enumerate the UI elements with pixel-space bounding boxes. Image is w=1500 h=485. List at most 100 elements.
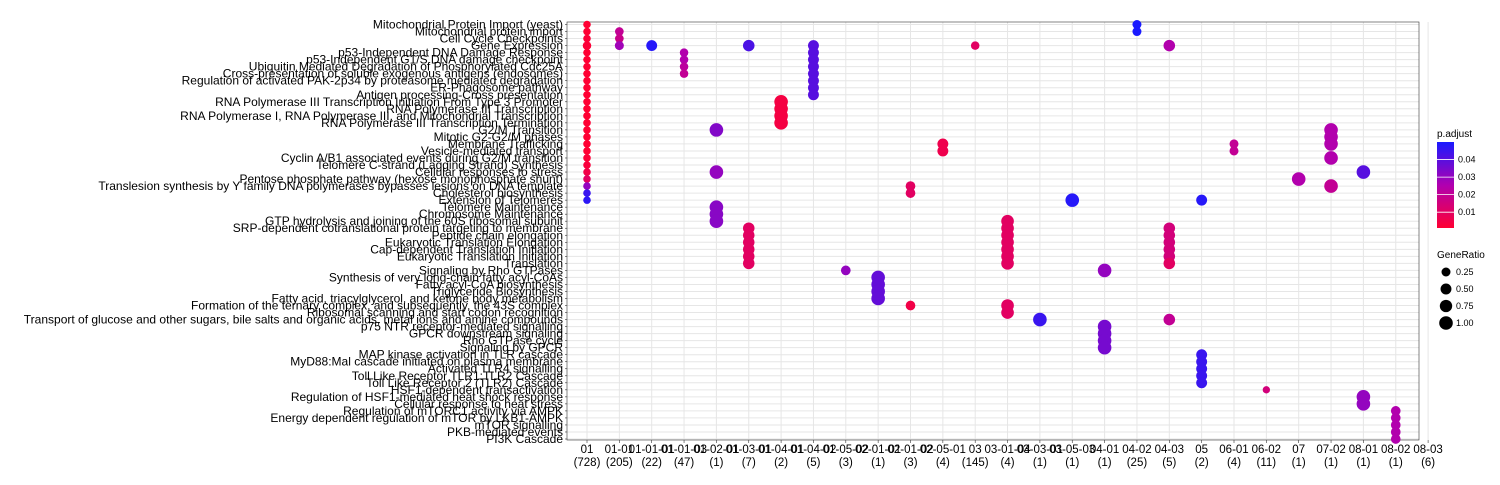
y-tick-label: Cell Cycle Checkpoints [440, 32, 563, 46]
data-point [1132, 27, 1142, 37]
data-point [1132, 20, 1142, 29]
data-point [1097, 263, 1112, 278]
data-point [679, 62, 689, 71]
data-point [1390, 434, 1401, 444]
y-tick-label: Activated TLR4 signalling [428, 362, 563, 376]
y-tick-label: MyD88:Mal cascade initiated on plasma me… [290, 355, 563, 369]
y-tick-label: Telomere Maintenance [442, 200, 564, 214]
data-point [614, 27, 624, 36]
x-tick-label: 02-01-02 [887, 444, 933, 456]
data-point [583, 154, 591, 162]
x-tick-count: (4) [1001, 457, 1015, 469]
x-tick-count: (1) [1098, 457, 1112, 469]
data-point [1097, 340, 1112, 355]
x-tick-label: 06-01 [1219, 444, 1248, 456]
size-legend-label: 1.00 [1456, 318, 1474, 328]
y-tick-label: Pentose phosphate pathway (hexose monoph… [239, 172, 563, 186]
y-tick-label: Rho GTPase cycle [463, 334, 563, 348]
y-tick-label: Translation [504, 256, 563, 270]
x-tick-label: 01-04-01 [758, 444, 804, 456]
y-tick-label: Extension of Telomeres [438, 193, 563, 207]
y-tick-label: Cross-presentation of soluble exogenous … [223, 67, 563, 81]
y-tick-label: Regulation of activated PAK-2p34 by prot… [182, 74, 563, 88]
y-tick-label: Fatty acid, triacylglycerol, and ketone … [272, 291, 563, 305]
data-point [614, 41, 624, 51]
x-tick-label: 03-01-04 [985, 444, 1032, 456]
y-tick-label: Cyclin A/B1 associated events during G2/… [281, 151, 563, 165]
data-point [583, 69, 591, 78]
x-tick-label: 03 [969, 444, 982, 456]
y-tick-label: Antigen processing-Cross presentation [356, 88, 563, 102]
color-legend-tick-label: 0.04 [1458, 155, 1476, 165]
data-point [1163, 313, 1176, 326]
x-tick-label: 07-02 [1316, 444, 1345, 456]
x-tick-count: (1) [1033, 457, 1047, 469]
color-legend-ticks: 0.01 0.02 0.03 0.04 [1437, 155, 1476, 217]
data-point [1163, 39, 1176, 52]
data-point [1324, 137, 1338, 151]
x-tick-count: (1) [1292, 457, 1306, 469]
data-point [679, 48, 689, 57]
x-tick-label: 04-02 [1122, 444, 1151, 456]
data-point [583, 20, 591, 29]
x-tick-count: (1) [709, 457, 723, 469]
size-legend-dot [1439, 316, 1453, 330]
data-point [1390, 420, 1401, 430]
panel-border [566, 21, 1420, 441]
y-tick-label: GPCR downstream signaling [409, 327, 563, 341]
y-tick-label: PKB-mediated events [447, 425, 563, 439]
x-tick-count: (145) [962, 457, 989, 469]
data-point [709, 165, 724, 179]
color-legend: p.adjust 0.01 0.02 0.03 0.04 [1437, 129, 1476, 228]
x-tick-count: (3) [839, 457, 853, 469]
y-tick-label: Cholesterol biosynthesis [433, 186, 563, 200]
x-tick-label: 06-02 [1252, 444, 1281, 456]
x-axis-labels: 01(728) 01-01(205)01-01-01(22)01-01-03(47… [574, 440, 1443, 469]
y-tick-label: Mitochondrial protein import [415, 25, 564, 39]
y-tick-label: Ribosomal scanning and start codon recog… [307, 306, 563, 320]
x-tick-count: (4) [1227, 457, 1241, 469]
data-point [1356, 165, 1371, 179]
y-tick-label: Mitochondrial Protein Import (yeast) [373, 18, 563, 32]
x-tick-label: 04-01 [1090, 444, 1119, 456]
data-point [583, 83, 591, 92]
x-tick-label: 03-03-01 [1017, 444, 1063, 456]
y-tick-label: Translesion synthesis by Y family DNA po… [98, 179, 563, 193]
data-point [583, 119, 591, 127]
data-point [583, 133, 591, 141]
data-point [583, 112, 591, 120]
data-point [583, 76, 591, 85]
data-point [709, 123, 724, 137]
y-tick-label: Energy dependent regulation of mTOR by L… [270, 411, 563, 425]
x-tick-count: (22) [641, 457, 662, 469]
y-tick-label: G2/M Transition [478, 123, 563, 137]
y-tick-label: Telomere C-strand (Lagging Strand) Synth… [316, 158, 563, 172]
data-point [583, 48, 591, 57]
y-tick-label: Ubiquitin Mediated Degradation of Phosph… [249, 60, 563, 74]
data-point [583, 175, 591, 183]
data-point [1262, 386, 1271, 394]
data-point [742, 39, 755, 52]
data-point [905, 181, 916, 191]
y-tick-label: Toll Like Receptor TLR1:TLR2 Cascade [352, 369, 564, 383]
y-tick-label: Toll Like Receptor 2 (TLR2) Cascade [366, 376, 563, 390]
x-tick-label: 02-01-01 [855, 444, 901, 456]
size-legend-label: 0.75 [1456, 301, 1474, 311]
data-point [583, 105, 591, 113]
y-tick-label: HSF1-dependent transactivation [391, 383, 563, 397]
size-legend-dot [1440, 283, 1452, 295]
x-tick-count: (728) [574, 457, 601, 469]
y-tick-label: mTOR signalling [475, 418, 563, 432]
y-tick-label: RNA Polymerase III Transcription Initiat… [215, 95, 563, 109]
data-point [871, 291, 885, 306]
data-point [709, 214, 724, 229]
data-point [583, 168, 591, 176]
data-point [1033, 312, 1047, 327]
data-point [614, 34, 624, 43]
data-point [1291, 172, 1306, 186]
x-tick-label: 07 [1292, 444, 1305, 456]
x-tick-label: 01-01-01 [629, 444, 675, 456]
size-legend-label: 0.50 [1456, 284, 1474, 294]
